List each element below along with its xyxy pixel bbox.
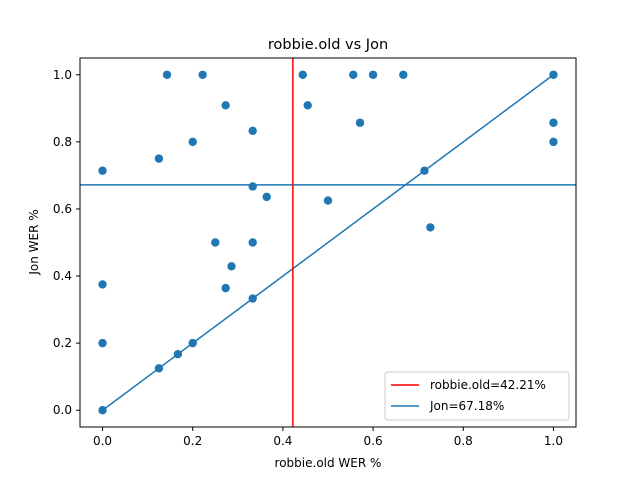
y-axis-label: Jon WER %	[27, 209, 41, 275]
axes-frame	[79, 57, 577, 428]
data-point	[162, 70, 172, 79]
y-tick-label: 0.2	[53, 336, 72, 350]
data-point	[248, 182, 257, 191]
data-point	[211, 238, 220, 247]
data-point	[154, 154, 164, 163]
data-point	[426, 223, 435, 232]
x-tick-label: 1.0	[544, 434, 563, 448]
data-point	[221, 283, 230, 293]
data-point	[98, 280, 107, 289]
data-point	[98, 166, 107, 175]
diagonal-line	[102, 74, 554, 411]
plot-area	[80, 58, 576, 427]
data-point	[355, 118, 365, 127]
legend-box	[384, 371, 570, 421]
legend-label-vline: robbie.old=42.21%	[430, 378, 546, 392]
data-point	[399, 70, 408, 79]
legend-label-hline: Jon=67.18%	[429, 399, 504, 413]
data-point	[323, 196, 333, 205]
data-point	[198, 70, 207, 79]
x-tick-label: 0.2	[183, 434, 202, 448]
data-point	[549, 118, 558, 127]
data-point	[248, 126, 257, 135]
chart-title: robbie.old vs Jon	[268, 37, 388, 53]
x-tick-label: 0.0	[93, 434, 112, 448]
data-point	[188, 137, 197, 147]
x-axis-label: robbie.old WER %	[275, 456, 382, 470]
data-point	[368, 70, 378, 79]
x-tick-label: 0.6	[364, 434, 383, 448]
data-point	[549, 137, 558, 147]
y-tick-label: 0.8	[53, 135, 72, 149]
x-tick-label: 0.4	[273, 434, 292, 448]
y-tick-label: 0.6	[53, 202, 72, 216]
data-point	[262, 192, 271, 202]
data-point	[349, 70, 358, 79]
y-tick-label: 1.0	[53, 68, 72, 82]
data-point	[98, 338, 107, 348]
legend: robbie.old=42.21% Jon=67.18%	[384, 371, 570, 421]
y-tick-label: 0.0	[53, 403, 72, 417]
data-point	[221, 101, 230, 110]
y-tick-label: 0.4	[53, 269, 72, 283]
data-point	[248, 238, 257, 247]
data-point	[298, 70, 307, 79]
data-point	[303, 101, 312, 110]
x-tick-label: 0.8	[454, 434, 473, 448]
data-point	[227, 262, 236, 271]
axis-ticks: 0.0 0.2 0.4 0.6 0.8 1.0 0.0 0.2 0.4 0.6 0.8 1.0	[53, 68, 563, 448]
